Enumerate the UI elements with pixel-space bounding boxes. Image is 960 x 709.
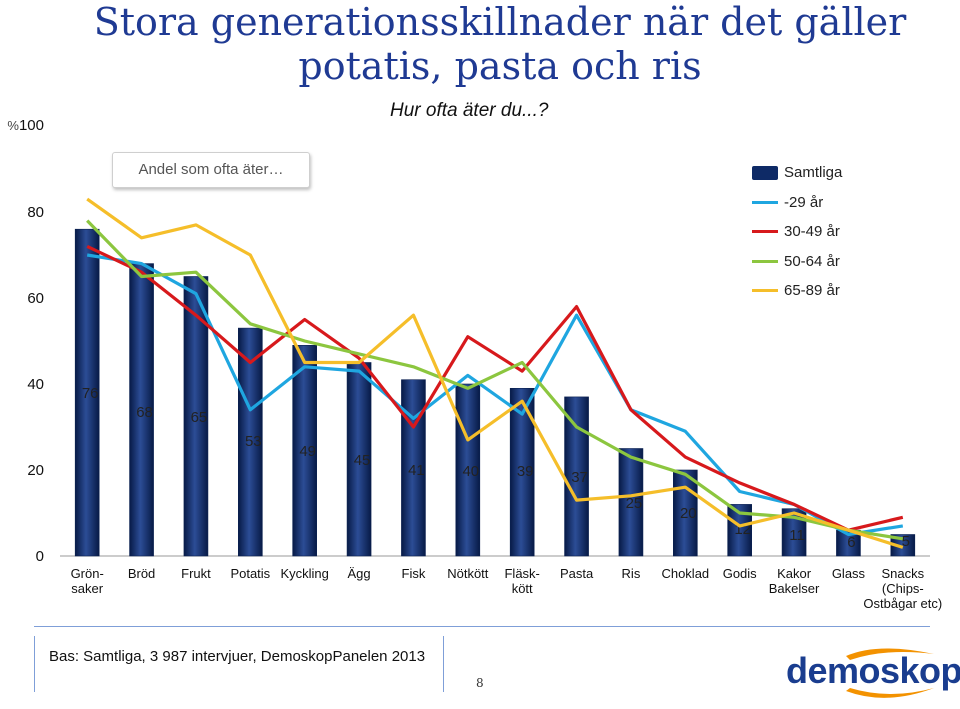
x-tick-label-10: Ris	[622, 566, 641, 581]
bar-value-label-4: 49	[299, 443, 316, 460]
bar-value-label-11: 20	[680, 505, 697, 522]
x-tick-label-5: Ägg	[347, 566, 370, 581]
legend-swatch-4	[752, 289, 778, 293]
series-line-3	[86, 197, 904, 549]
y-tick-20: 20	[27, 462, 44, 479]
bar-value-label-3: 53	[245, 433, 262, 450]
bar-11	[673, 469, 698, 557]
x-tick-label-11: Choklad	[661, 566, 709, 581]
legend-swatch-0	[752, 165, 778, 180]
y-tick-40: 40	[27, 376, 44, 393]
legend-item-2: 30-49 år	[752, 217, 842, 247]
footer-base-note: Bas: Samtliga, 3 987 intervjuer, Demosko…	[34, 636, 444, 692]
bar-value-label-6: 41	[408, 462, 425, 479]
logo-swoosh-icon	[846, 648, 934, 698]
annotation-box: Andel som ofta äter…	[112, 152, 310, 188]
bar-value-label-15: 5	[902, 533, 910, 550]
bar-value-label-13: 11	[789, 527, 805, 544]
chart-title-line-1: Stora generationsskillnader när det gäll…	[93, 0, 907, 44]
x-tick-label-6: Fisk	[402, 566, 426, 581]
y-tick-100-label: 100	[18, 117, 44, 134]
bar-value-label-7: 40	[462, 463, 479, 480]
y-unit-label: %	[7, 118, 19, 133]
x-tick-label-1: Bröd	[128, 566, 155, 581]
bar-9	[564, 396, 589, 557]
bar-value-label-14: 6	[847, 534, 855, 551]
x-tick-label-13: Kakor Bakelser	[769, 566, 820, 596]
legend-swatch-1	[752, 200, 778, 204]
x-tick-label-3: Potatis	[230, 566, 270, 581]
y-tick-0: 0	[35, 548, 44, 565]
bar-7	[455, 383, 481, 557]
bar-value-label-9: 37	[571, 469, 588, 486]
legend-swatch-3	[752, 259, 778, 263]
bar-value-label-0: 76	[82, 385, 99, 402]
bar-4	[292, 344, 317, 557]
bar-3	[238, 327, 263, 557]
x-tick-label-8: Fläsk-kött	[504, 566, 539, 596]
footer-divider	[34, 626, 930, 627]
series-line-0	[86, 253, 904, 537]
bar-value-label-2: 65	[191, 409, 208, 426]
legend-label-2: 30-49 år	[784, 223, 840, 241]
page-number: 8	[476, 676, 484, 690]
bar-1	[129, 263, 154, 557]
chart-title-line-2: potatis, pasta och ris	[298, 44, 702, 88]
bar-0	[74, 228, 100, 557]
bar-value-label-10: 25	[626, 495, 643, 512]
bar-10	[618, 448, 644, 557]
bar-value-label-8: 39	[517, 463, 534, 480]
y-tick-60: 60	[27, 290, 44, 307]
bar-5	[346, 362, 372, 557]
bar-6	[401, 379, 426, 557]
y-tick-80: 80	[27, 204, 44, 221]
legend-label-4: 65-89 år	[784, 282, 840, 300]
series-line-2	[86, 219, 904, 541]
legend-item-3: 50-64 år	[752, 247, 842, 277]
demoskop-logo: demoskop	[786, 650, 960, 691]
x-tick-label-14: Glass	[832, 566, 866, 581]
bar-value-label-1: 68	[136, 404, 153, 421]
x-tick-label-12: Godis	[723, 566, 757, 581]
legend-label-0: Samtliga	[784, 164, 843, 182]
base-note-text: Bas: Samtliga, 3 987 intervjuer, Demosko…	[49, 648, 426, 665]
y-tick-100: %100	[0, 117, 44, 134]
legend-item-4: 65-89 år	[752, 276, 842, 306]
series-line-1	[86, 244, 904, 532]
annotation-text: Andel som ofta äter…	[138, 161, 284, 178]
x-tick-label-4: Kyckling	[280, 566, 328, 581]
legend: Samtliga -29 år 30-49 år 50-64 år 65-89 år	[752, 158, 842, 306]
bar-value-label-5: 45	[354, 452, 371, 469]
x-tick-label-0: Grön-saker	[71, 566, 104, 596]
legend-label-3: 50-64 år	[784, 252, 840, 270]
x-tick-label-7: Nötkött	[447, 566, 489, 581]
legend-item-1: -29 år	[752, 188, 842, 218]
x-tick-label-2: Frukt	[181, 566, 211, 581]
chart-subtitle: Hur ofta äter du...?	[390, 100, 549, 121]
x-tick-label-15: Snacks (Chips-Ostbågar etc)	[863, 566, 942, 611]
x-tick-label-9: Pasta	[560, 566, 594, 581]
legend-swatch-2	[752, 230, 778, 234]
legend-label-1: -29 år	[784, 193, 824, 211]
legend-item-0: Samtliga	[752, 158, 842, 188]
